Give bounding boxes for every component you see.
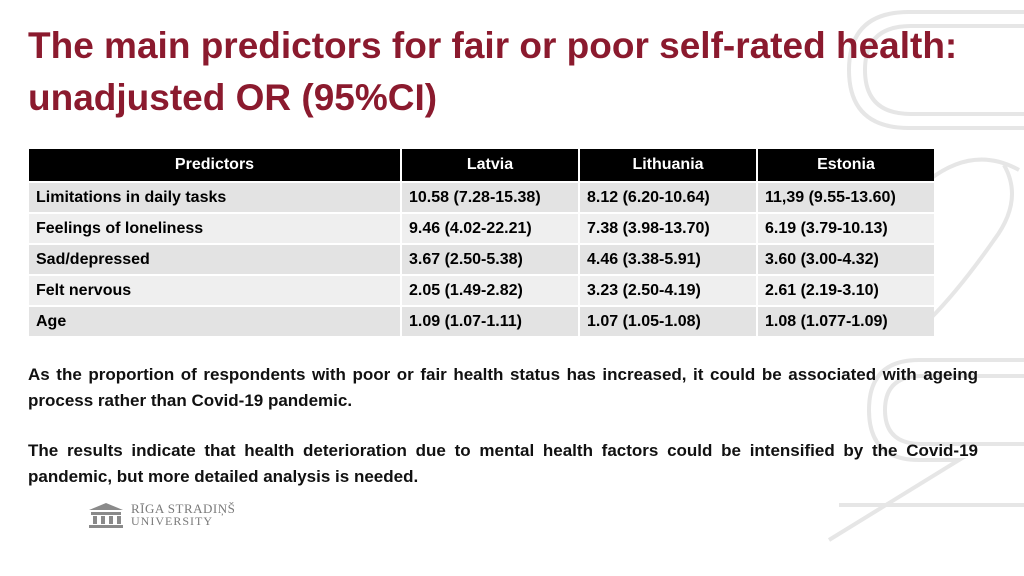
predictor-cell: Limitations in daily tasks [29,181,402,213]
latvia-cell: 3.67 (2.50-5.38) [401,243,580,275]
header-estonia: Estonia [757,149,934,182]
table-row: Felt nervous 2.05 (1.49-2.82) 3.23 (2.50… [29,274,934,306]
latvia-cell: 9.46 (4.02-22.21) [401,212,580,244]
header-predictors: Predictors [29,149,402,182]
table-row: Limitations in daily tasks 10.58 (7.28-1… [29,181,934,213]
latvia-cell: 1.09 (1.07-1.11) [401,305,580,336]
university-logo: RĪGA STRADIŅŠ UNIVERSITY [87,500,235,530]
header-lithuania: Lithuania [579,149,758,182]
predictor-cell: Felt nervous [29,274,402,306]
header-latvia: Latvia [401,149,580,182]
estonia-cell: 2.61 (2.19-3.10) [757,274,934,306]
conclusion-paragraph-mental-health: The results indicate that health deterio… [28,441,978,486]
predictor-cell: Feelings of loneliness [29,212,402,244]
latvia-cell: 10.58 (7.28-15.38) [401,181,580,213]
lithuania-cell: 8.12 (6.20-10.64) [579,181,758,213]
predictors-table: Predictors Latvia Lithuania Estonia Limi… [29,149,934,336]
lithuania-cell: 3.23 (2.50-4.19) [579,274,758,306]
slide-title: The main predictors for fair or poor sel… [28,25,958,118]
logo-university-line: UNIVERSITY [131,514,213,528]
lithuania-cell: 4.46 (3.38-5.91) [579,243,758,275]
latvia-cell: 2.05 (1.49-2.82) [401,274,580,306]
lithuania-cell: 7.38 (3.98-13.70) [579,212,758,244]
table-row: Sad/depressed 3.67 (2.50-5.38) 4.46 (3.3… [29,243,934,275]
estonia-cell: 1.08 (1.077-1.09) [757,305,934,336]
table-header-row: Predictors Latvia Lithuania Estonia [29,149,934,182]
estonia-cell: 11,39 (9.55-13.60) [757,181,934,213]
table-row: Feelings of loneliness 9.46 (4.02-22.21)… [29,212,934,244]
predictor-cell: Age [29,305,402,336]
table-row: Age 1.09 (1.07-1.11) 1.07 (1.05-1.08) 1.… [29,305,934,336]
estonia-cell: 6.19 (3.79-10.13) [757,212,934,244]
logo-name-line: RĪGA STRADIŅŠ [131,501,236,516]
lithuania-cell: 1.07 (1.05-1.08) [579,305,758,336]
estonia-cell: 3.60 (3.00-4.32) [757,243,934,275]
predictor-cell: Sad/depressed [29,243,402,275]
conclusion-paragraph-ageing: As the proportion of respondents with po… [28,365,978,410]
rsu-building-icon [89,503,123,528]
